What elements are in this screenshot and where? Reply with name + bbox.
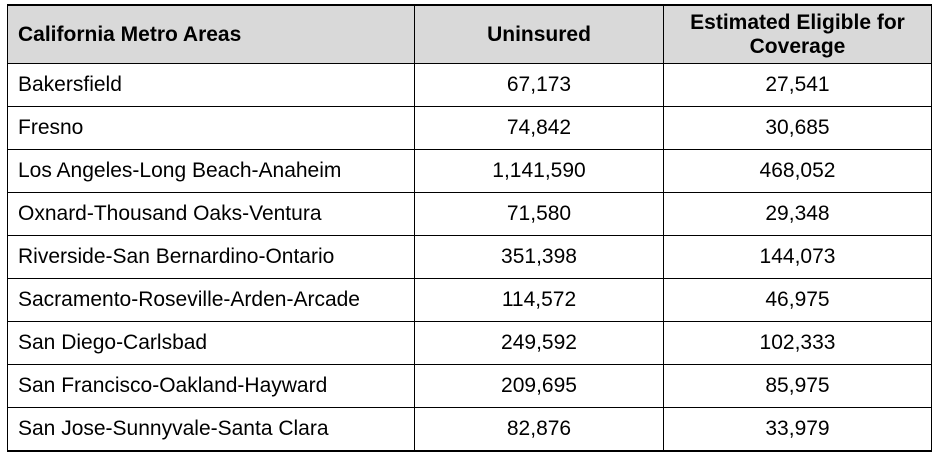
eligible-cell: 85,975 <box>663 364 932 408</box>
metro-coverage-table-container: California Metro Areas Uninsured Estimat… <box>7 4 932 452</box>
eligible-cell: 46,975 <box>663 278 932 322</box>
metro-area-cell: Los Angeles-Long Beach-Anaheim <box>7 149 415 193</box>
table-row: San Diego-Carlsbad 249,592 102,333 <box>7 321 932 365</box>
uninsured-cell: 82,876 <box>414 407 664 452</box>
uninsured-cell: 249,592 <box>414 321 664 365</box>
metro-area-cell: San Jose-Sunnyvale-Santa Clara <box>7 407 415 452</box>
table-body: Bakersfield 67,173 27,541 Fresno 74,842 … <box>7 63 932 452</box>
table-row: San Francisco-Oakland-Hayward 209,695 85… <box>7 364 932 408</box>
table-row: Bakersfield 67,173 27,541 <box>7 63 932 107</box>
eligible-cell: 30,685 <box>663 106 932 150</box>
eligible-cell: 27,541 <box>663 63 932 107</box>
table-row: Riverside-San Bernardino-Ontario 351,398… <box>7 235 932 279</box>
metro-area-cell: Fresno <box>7 106 415 150</box>
eligible-cell: 102,333 <box>663 321 932 365</box>
metro-area-cell: Bakersfield <box>7 63 415 107</box>
uninsured-cell: 71,580 <box>414 192 664 236</box>
header-metro-areas: California Metro Areas <box>7 4 415 64</box>
table-row: Sacramento-Roseville-Arden-Arcade 114,57… <box>7 278 932 322</box>
eligible-cell: 29,348 <box>663 192 932 236</box>
uninsured-cell: 67,173 <box>414 63 664 107</box>
table-row: Los Angeles-Long Beach-Anaheim 1,141,590… <box>7 149 932 193</box>
uninsured-cell: 74,842 <box>414 106 664 150</box>
metro-area-cell: Riverside-San Bernardino-Ontario <box>7 235 415 279</box>
uninsured-cell: 114,572 <box>414 278 664 322</box>
header-estimated-eligible: Estimated Eligible for Coverage <box>663 4 932 64</box>
metro-coverage-table: California Metro Areas Uninsured Estimat… <box>7 4 932 452</box>
eligible-cell: 33,979 <box>663 407 932 452</box>
metro-area-cell: San Diego-Carlsbad <box>7 321 415 365</box>
metro-area-cell: Oxnard-Thousand Oaks-Ventura <box>7 192 415 236</box>
metro-area-cell: Sacramento-Roseville-Arden-Arcade <box>7 278 415 322</box>
header-row: California Metro Areas Uninsured Estimat… <box>7 4 932 64</box>
uninsured-cell: 1,141,590 <box>414 149 664 193</box>
table-row: Oxnard-Thousand Oaks-Ventura 71,580 29,3… <box>7 192 932 236</box>
eligible-cell: 144,073 <box>663 235 932 279</box>
eligible-cell: 468,052 <box>663 149 932 193</box>
uninsured-cell: 351,398 <box>414 235 664 279</box>
metro-area-cell: San Francisco-Oakland-Hayward <box>7 364 415 408</box>
table-row: Fresno 74,842 30,685 <box>7 106 932 150</box>
header-uninsured: Uninsured <box>414 4 664 64</box>
uninsured-cell: 209,695 <box>414 364 664 408</box>
table-row: San Jose-Sunnyvale-Santa Clara 82,876 33… <box>7 407 932 452</box>
table-header: California Metro Areas Uninsured Estimat… <box>7 4 932 64</box>
